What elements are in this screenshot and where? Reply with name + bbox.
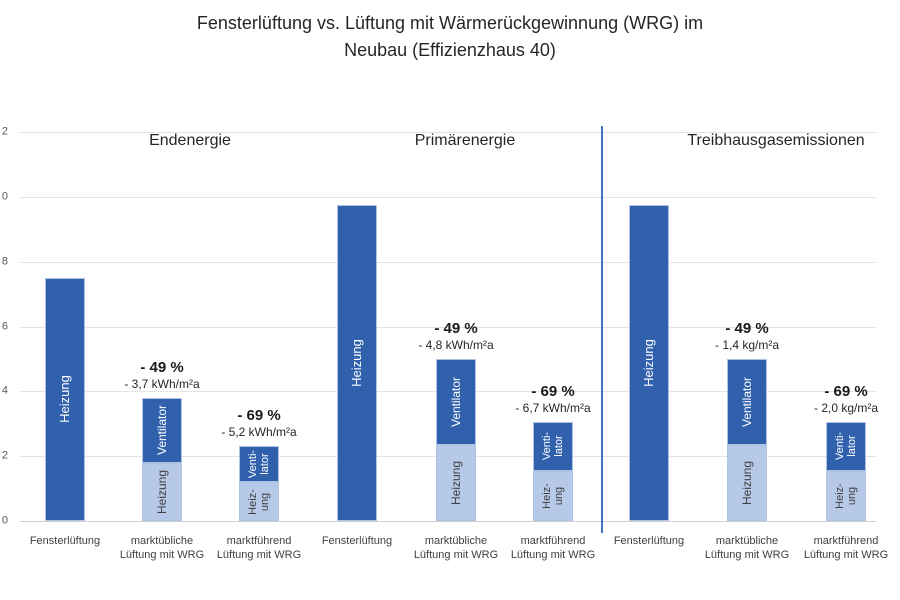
bar-segment-heizung: Heizung — [142, 462, 182, 521]
bar-segment-heizung: Heiz- ung — [239, 482, 279, 521]
group-title: Treibhausgasemissionen — [687, 132, 865, 149]
bar-segment-label: Heizung — [740, 460, 754, 505]
bar-annotation-delta: - 5,2 kWh/m²a — [221, 425, 297, 440]
category-label: Fensterlüftung — [321, 535, 393, 547]
bar-segment-ventilator: Ventilator — [727, 358, 767, 445]
bar-annotation: - 69 % - 2,0 kg/m²a — [771, 383, 900, 416]
bar-annotation: - 49 % - 1,4 kg/m²a — [672, 320, 822, 353]
category-label: marktführend Lüftung mit WRG — [216, 535, 302, 561]
bar-annotation-percent: - 69 % — [531, 383, 575, 401]
y-tick-label: 0 — [1, 190, 8, 203]
bar-annotation-delta: - 1,4 kg/m²a — [714, 337, 780, 352]
category-label: marktführend Lüftung mit WRG — [510, 535, 596, 561]
chart-title-line1: Fensterlüftung vs. Lüftung mit Wärmerück… — [196, 13, 704, 33]
bar-segment-heizung: Heiz- ung — [826, 470, 866, 521]
y-tick-label: 6 — [1, 320, 8, 332]
bar-segment-label: Heiz- ung — [833, 483, 858, 509]
bar-segment-heizung: Heizung — [436, 444, 476, 521]
bar-segment-label: Heizung — [641, 339, 657, 387]
bar-segment-ventilator: Ventilator — [436, 358, 476, 445]
group-title: Endenergie — [149, 132, 231, 149]
bar-annotation-delta: - 2,0 kg/m²a — [813, 401, 879, 416]
y-tick-label: 2 — [1, 449, 8, 462]
bar-segment-ventilator: Venti- lator — [239, 446, 279, 483]
group-title: Primärenergie — [414, 132, 516, 149]
bar-segment-ventilator: Venti- lator — [533, 422, 573, 471]
category-label: marktübliche Lüftung mit WRG — [704, 535, 790, 561]
bar-segment-label: Venti- lator — [540, 432, 565, 461]
bar-segment-label: Ventilator — [449, 376, 464, 427]
bar-annotation-percent: - 49 % — [725, 319, 769, 337]
gridline-y10 — [20, 196, 876, 198]
bar-segment-label: Heizung — [449, 460, 463, 505]
bar-segment-ventilator: Ventilator — [142, 397, 182, 463]
bar-annotation: - 49 % - 4,8 kWh/m²a — [381, 320, 531, 353]
bar-segment-heizung: Heizung — [629, 204, 669, 521]
bar-segment-heizung: Heizung — [45, 277, 85, 521]
y-tick-label: 8 — [1, 255, 8, 268]
bar-annotation: - 69 % - 6,7 kWh/m²a — [478, 383, 628, 416]
category-label: marktführend Lüftung mit WRG — [803, 535, 889, 561]
bar-segment-label: Venti- lator — [246, 450, 271, 479]
bar-annotation-percent: - 49 % — [434, 319, 478, 337]
bar-segment-heizung: Heiz- ung — [533, 470, 573, 521]
bar-annotation-percent: - 69 % — [824, 383, 868, 401]
y-tick-label: 2 — [1, 125, 8, 138]
gridline-y8 — [20, 261, 876, 263]
bar-segment-heizung: Heizung — [337, 204, 377, 521]
bar-segment-label: Heizung — [57, 375, 73, 424]
category-label: Fensterlüftung — [613, 535, 685, 547]
y-tick-label: 0 — [1, 514, 8, 527]
bar-segment-label: Venti- lator — [833, 432, 858, 461]
gridline-y6 — [20, 326, 876, 328]
bar-segment-label: Heizung — [349, 339, 365, 387]
bar-segment-label: Ventilator — [740, 376, 755, 427]
category-label: marktübliche Lüftung mit WRG — [413, 535, 499, 561]
bar-annotation-delta: - 6,7 kWh/m²a — [515, 401, 591, 416]
bar-segment-label: Heiz- ung — [246, 488, 271, 515]
bar-annotation-delta: - 3,7 kWh/m²a — [124, 376, 200, 391]
chart-title-line2: Neubau (Effizienzhaus 40) — [344, 40, 556, 60]
bar-segment-heizung: Heizung — [727, 444, 767, 521]
bar-annotation: - 49 % - 3,7 kWh/m²a — [87, 359, 237, 392]
gridline-y0 — [20, 521, 876, 522]
category-label: Fensterlüftung — [29, 535, 101, 547]
y-tick-label: 4 — [1, 384, 8, 397]
category-label: marktübliche Lüftung mit WRG — [119, 535, 205, 561]
bar-segment-label: Heizung — [155, 469, 169, 514]
bar-annotation-percent: - 69 % — [237, 407, 281, 425]
bar-segment-ventilator: Venti- lator — [826, 422, 866, 471]
panel-divider-line — [600, 126, 603, 533]
bar-annotation: - 69 % - 5,2 kWh/m²a — [184, 407, 334, 440]
bar-segment-label: Heiz- ung — [540, 483, 565, 509]
bar-annotation-delta: - 4,8 kWh/m²a — [418, 337, 494, 352]
bar-segment-label: Ventilator — [155, 405, 170, 456]
gridline-y12 — [20, 132, 876, 133]
chart-title: Fensterlüftung vs. Lüftung mit Wärmerück… — [0, 10, 900, 64]
bar-annotation-percent: - 49 % — [140, 358, 184, 376]
